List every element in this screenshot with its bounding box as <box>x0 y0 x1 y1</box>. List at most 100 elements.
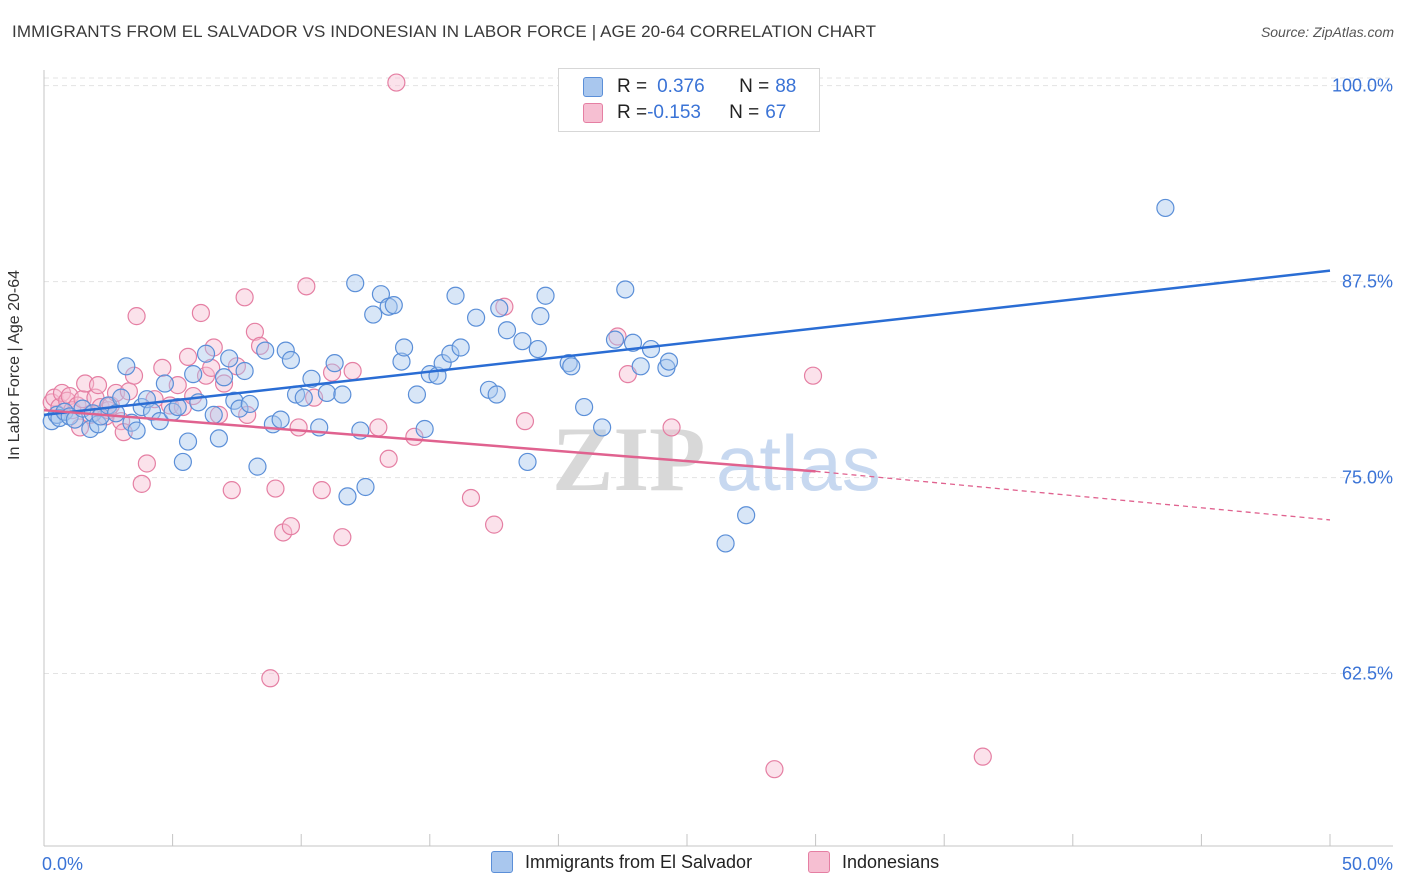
legend-swatch-blue <box>583 77 603 97</box>
indonesians-point <box>343 361 362 381</box>
el-salvador-point <box>446 286 465 305</box>
indonesians-point <box>178 347 198 366</box>
el-salvador-point <box>415 419 434 439</box>
series-legend: Immigrants from El Salvador Indonesians <box>0 851 1406 877</box>
indonesians-point <box>58 391 77 410</box>
legend-swatch-pink <box>808 851 830 873</box>
el-salvador-point <box>394 338 414 357</box>
y-tick-label: 75.0% <box>1342 468 1393 488</box>
el-salvador-point <box>562 357 581 376</box>
el-salvador-point <box>616 280 635 299</box>
el-salvador-point <box>623 333 643 352</box>
indonesians-point <box>191 303 210 323</box>
indonesians-point <box>973 747 992 766</box>
legend-item-el-salvador: Immigrants from El Salvador <box>491 851 752 873</box>
el-salvador-point <box>518 452 537 472</box>
el-salvador-point <box>317 383 337 403</box>
el-salvador-point <box>235 361 254 381</box>
el-salvador-point <box>271 410 290 429</box>
el-salvador-point <box>497 321 517 340</box>
y-axis-title: In Labor Force | Age 20-64 <box>6 269 23 460</box>
indonesians-point <box>214 374 234 393</box>
el-salvador-point <box>1156 198 1175 218</box>
legend-item-indonesians: Indonesians <box>808 851 939 873</box>
el-salvador-point <box>196 344 216 363</box>
el-salvador-point <box>346 274 365 293</box>
el-salvador-point <box>407 385 427 404</box>
el-salvador-point <box>716 534 735 553</box>
indonesians-point <box>387 73 406 92</box>
el-salvador-point <box>338 487 357 506</box>
legend-row-indonesians: R = -0.153 N = 67 <box>583 101 786 125</box>
indonesians-point <box>153 358 172 377</box>
indonesians-point <box>803 366 823 385</box>
el-salvador-points <box>42 198 1175 553</box>
el-salvador-point <box>173 452 192 472</box>
el-salvador-point <box>466 308 486 327</box>
indonesians-point <box>127 307 146 326</box>
axes <box>43 70 1393 847</box>
el-salvador-point <box>559 354 578 373</box>
x-tick-label: 0.0% <box>42 854 83 874</box>
legend-row-el-salvador: R = 0.376 N = 88 <box>583 75 796 99</box>
y-tick-label: 87.5% <box>1342 272 1393 292</box>
indonesians-point <box>235 288 254 307</box>
el-salvador-point <box>593 418 612 437</box>
el-salvador-point <box>204 405 223 424</box>
el-salvador-point <box>659 352 679 371</box>
el-salvador-point <box>230 399 249 418</box>
legend-item-label: Immigrants from El Salvador <box>525 851 753 872</box>
indonesians-point <box>485 515 504 534</box>
indonesians-point <box>132 474 151 493</box>
legend-swatch-pink <box>583 103 603 123</box>
indonesians-point <box>297 277 316 296</box>
tick-labels: 62.5% 75.0% 87.5% 100.0% 0.0% 50.0% <box>42 76 1393 874</box>
el-salvador-point <box>364 305 383 324</box>
legend-r-label: R = <box>617 76 648 97</box>
el-salvador-point <box>127 421 146 440</box>
indonesians-point <box>379 449 398 468</box>
el-salvador-point <box>356 477 375 497</box>
indonesians-point <box>261 669 280 688</box>
legend-r-value: -0.153 <box>647 102 701 123</box>
el-salvador-point <box>168 397 187 417</box>
indonesians-point <box>281 517 301 536</box>
source-label: Source: ZipAtlas.com <box>1260 24 1394 40</box>
trend-lines <box>43 269 1331 521</box>
legend-n-label: N = <box>729 102 760 123</box>
el-salvador-point <box>384 296 403 315</box>
indonesians-point <box>608 327 627 346</box>
el-salvador-point <box>325 354 344 373</box>
el-salvador-point <box>184 365 203 384</box>
watermark-atlas: atlas <box>716 419 881 507</box>
correlation-legend: R = 0.376 N = 88 R = -0.153 N = 67 <box>558 68 820 132</box>
el-salvador-point <box>240 394 259 414</box>
indonesians-point <box>124 366 144 385</box>
el-salvador-point <box>155 374 174 393</box>
indonesians-point <box>333 528 352 547</box>
el-salvador-point <box>214 368 234 387</box>
y-tick-label: 62.5% <box>1342 664 1393 684</box>
indonesians-point <box>515 412 535 431</box>
el-salvador-point <box>112 388 131 407</box>
el-salvador-point <box>294 388 313 407</box>
el-salvador-point <box>575 397 594 417</box>
el-salvador-point <box>531 307 550 326</box>
indonesians-point <box>662 418 681 437</box>
el-salvador-point <box>392 352 411 371</box>
el-salvador-point <box>276 341 295 360</box>
indonesians-point <box>266 479 285 498</box>
legend-n-value: 88 <box>775 76 797 97</box>
el-salvador-point <box>513 332 532 351</box>
el-salvador-point <box>220 349 239 368</box>
el-salvador-point <box>302 369 321 388</box>
el-salvador-point <box>248 457 267 476</box>
indonesians-trend-extension <box>815 470 1331 521</box>
chart-title: IMMIGRANTS FROM EL SALVADOR VS INDONESIA… <box>12 22 877 41</box>
el-salvador-point <box>451 338 470 357</box>
legend-swatch-blue <box>491 851 513 873</box>
el-salvador-point <box>631 357 650 376</box>
el-salvador-point <box>209 429 228 448</box>
indonesians-point <box>312 481 331 500</box>
el-salvador-point <box>441 344 460 363</box>
